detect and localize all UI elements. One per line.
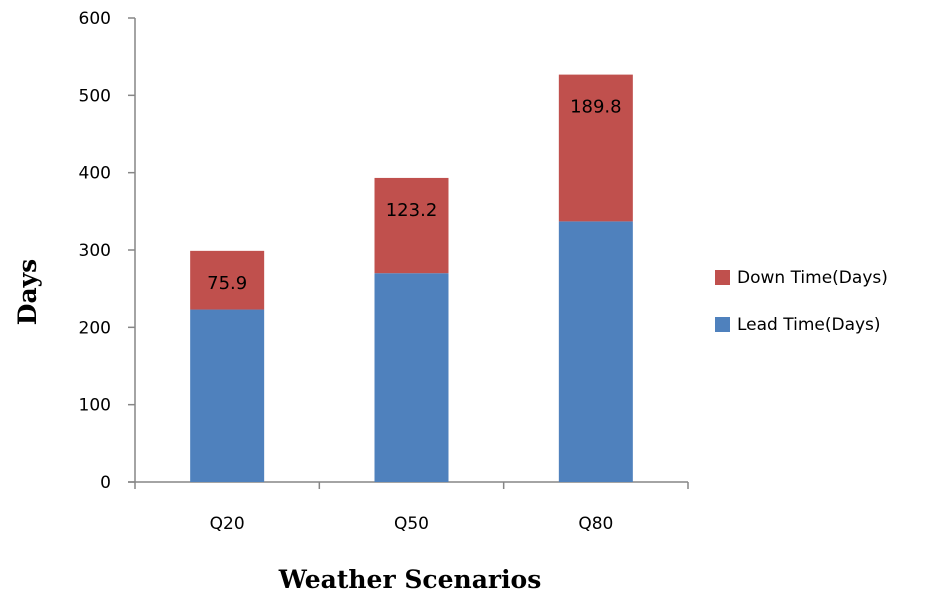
y-tick-label: 600 — [79, 9, 111, 29]
x-axis-title: Weather Scenarios — [278, 565, 542, 594]
x-axis — [128, 481, 689, 489]
bar-down-time-days-q20 — [190, 250, 265, 310]
category-label: Q80 — [578, 514, 613, 534]
legend-label: Lead Time(Days) — [737, 315, 881, 335]
legend-label: Down Time(Days) — [737, 268, 888, 288]
bar-down-time-days-q50 — [374, 177, 449, 274]
bar-down-time-days-q80 — [558, 74, 633, 222]
data-label: 75.9 — [207, 273, 247, 294]
bar-lead-time-days-q20 — [190, 309, 265, 482]
category-label: Q50 — [394, 514, 429, 534]
y-tick-label: 500 — [79, 86, 111, 106]
category-label: Q20 — [210, 514, 245, 534]
data-label: 189.8 — [570, 97, 622, 118]
legend-swatch — [715, 317, 730, 332]
data-label: 123.2 — [386, 200, 438, 221]
bar-lead-time-days-q80 — [558, 221, 633, 483]
data-labels: 75.9 123.2 189.8 — [207, 97, 621, 294]
y-axis: 0 100 200 300 400 500 600 — [79, 9, 136, 493]
y-tick-label: 0 — [100, 473, 111, 493]
category-labels: Q20 Q50 Q80 — [210, 514, 614, 534]
bar-lead-time-days-q50 — [374, 273, 449, 482]
bars — [190, 74, 633, 483]
y-tick-label: 100 — [79, 396, 111, 416]
legend: Down Time(Days) Lead Time(Days) — [715, 268, 888, 335]
legend-swatch — [715, 270, 730, 285]
y-tick-label: 200 — [79, 318, 111, 338]
y-tick-label: 300 — [79, 241, 111, 261]
y-tick-label: 400 — [79, 164, 111, 184]
y-axis-title: Days — [13, 259, 42, 325]
